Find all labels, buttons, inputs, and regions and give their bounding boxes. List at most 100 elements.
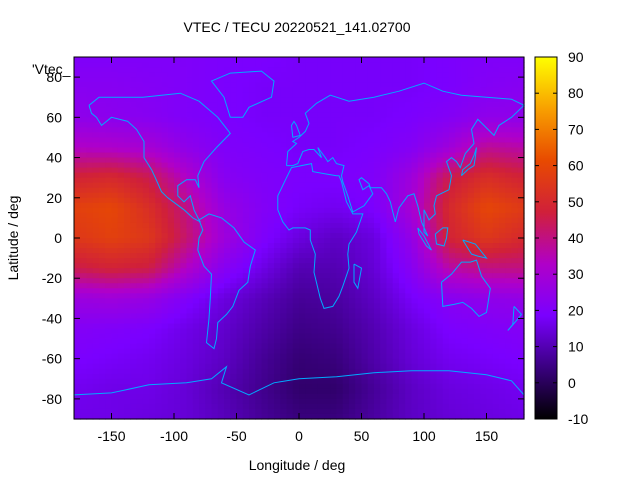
heat-cell bbox=[405, 187, 413, 194]
heat-cell bbox=[161, 253, 169, 259]
heat-cell bbox=[105, 207, 113, 214]
heat-cell bbox=[192, 283, 200, 289]
heat-cell bbox=[292, 207, 300, 214]
heat-cell bbox=[292, 187, 300, 194]
heat-cell bbox=[92, 383, 100, 390]
heat-cell bbox=[211, 97, 219, 103]
heat-cell bbox=[324, 333, 331, 340]
heat-cell bbox=[424, 358, 431, 365]
heat-cell bbox=[261, 77, 269, 83]
heat-cell bbox=[430, 142, 438, 149]
heat-cell bbox=[474, 273, 481, 279]
heat-cell bbox=[224, 368, 231, 375]
heat-cell bbox=[161, 293, 169, 299]
heat-cell bbox=[467, 87, 475, 93]
heat-cell bbox=[317, 207, 325, 214]
heat-cell bbox=[205, 97, 213, 103]
heat-cell bbox=[449, 383, 456, 390]
heat-cell bbox=[92, 177, 100, 184]
heat-cell bbox=[105, 318, 113, 325]
heat-cell bbox=[361, 112, 369, 118]
heat-cell bbox=[130, 87, 138, 93]
heat-cell bbox=[236, 283, 244, 289]
heat-cell bbox=[205, 117, 213, 123]
heat-cell bbox=[424, 293, 431, 299]
heat-cell bbox=[411, 62, 419, 68]
heat-cell bbox=[399, 187, 406, 194]
heat-cell bbox=[186, 122, 194, 128]
heat-cell bbox=[242, 177, 250, 184]
heat-cell bbox=[436, 258, 444, 264]
heat-cell bbox=[424, 142, 431, 149]
heat-cell bbox=[349, 167, 356, 174]
heat-cell bbox=[236, 238, 244, 244]
heat-cell bbox=[249, 142, 256, 149]
heat-cell bbox=[336, 278, 344, 284]
heat-cell bbox=[499, 132, 506, 139]
heat-cell bbox=[174, 328, 181, 335]
heat-cell bbox=[330, 112, 338, 118]
heat-cell bbox=[149, 232, 156, 239]
heat-cell bbox=[274, 413, 281, 420]
heat-cell bbox=[142, 192, 150, 199]
heat-cell bbox=[286, 313, 294, 320]
heat-cell bbox=[311, 122, 319, 128]
heat-cell bbox=[380, 82, 388, 88]
heat-cell bbox=[167, 298, 175, 304]
heat-cell bbox=[349, 238, 356, 244]
heat-cell bbox=[174, 318, 181, 325]
heat-cell bbox=[449, 288, 456, 294]
heat-cell bbox=[167, 87, 175, 93]
heat-cell bbox=[286, 122, 294, 128]
heat-cell bbox=[286, 62, 294, 68]
heat-cell bbox=[111, 222, 119, 229]
heat-cell bbox=[267, 248, 275, 254]
heat-cell bbox=[142, 232, 150, 239]
heat-cell bbox=[330, 343, 338, 350]
heat-cell bbox=[392, 273, 400, 279]
heat-cell bbox=[205, 222, 213, 229]
heat-cell bbox=[417, 157, 425, 164]
heat-cell bbox=[292, 72, 300, 78]
heat-cell bbox=[467, 268, 475, 274]
heat-cell bbox=[455, 268, 463, 274]
heat-cell bbox=[211, 147, 219, 154]
heat-cell bbox=[192, 232, 200, 239]
heat-cell bbox=[336, 157, 344, 164]
heat-cell bbox=[249, 67, 256, 73]
heat-cell bbox=[305, 283, 313, 289]
heat-cell bbox=[411, 338, 419, 345]
heat-cell bbox=[417, 278, 425, 284]
heat-cell bbox=[455, 232, 463, 239]
heat-cell bbox=[405, 368, 413, 375]
heat-cell bbox=[99, 87, 106, 93]
heat-cell bbox=[80, 97, 88, 103]
heat-cell bbox=[236, 288, 244, 294]
heat-cell bbox=[136, 122, 144, 128]
heat-cell bbox=[86, 82, 94, 88]
heat-cell bbox=[380, 268, 388, 274]
heat-cell bbox=[80, 308, 88, 315]
heat-cell bbox=[305, 207, 313, 214]
heat-cell bbox=[292, 97, 300, 103]
heat-cell bbox=[274, 102, 281, 108]
heat-cell bbox=[130, 333, 138, 340]
heat-cell bbox=[117, 338, 125, 345]
heat-cell bbox=[286, 258, 294, 264]
heat-cell bbox=[217, 172, 225, 179]
heat-cell bbox=[380, 328, 388, 335]
heat-cell bbox=[86, 338, 94, 345]
heat-cell bbox=[236, 92, 244, 98]
heat-cell bbox=[480, 368, 488, 375]
heat-cell bbox=[436, 147, 444, 154]
heat-cell bbox=[274, 67, 281, 73]
heat-cell bbox=[505, 147, 513, 154]
heat-cell bbox=[449, 378, 456, 385]
heat-cell bbox=[374, 197, 381, 204]
heat-cell bbox=[355, 253, 363, 259]
heat-cell bbox=[180, 167, 188, 174]
heat-cell bbox=[342, 238, 350, 244]
heat-cell bbox=[355, 142, 363, 149]
heat-cell bbox=[455, 293, 463, 299]
heat-cell bbox=[167, 368, 175, 375]
